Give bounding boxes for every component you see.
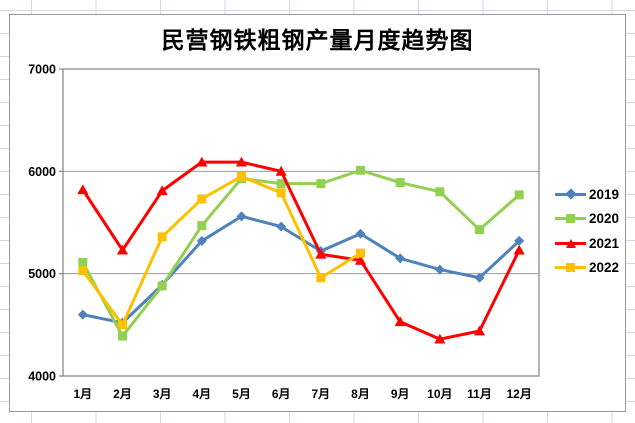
marker-triangle-2021 [235,156,248,167]
legend-item-2019[interactable]: 2019 [555,182,619,207]
marker-square-2022 [157,232,167,242]
legend-item-2022[interactable]: 2022 [555,256,619,281]
marker-diamond-2019 [196,235,207,246]
marker-square-2020 [78,257,88,267]
marker-square-2022 [276,188,286,198]
marker-triangle-2021 [315,248,327,259]
legend-label-2020: 2020 [589,211,620,227]
marker-diamond-2019 [236,211,247,222]
marker-square-2020 [276,179,286,189]
x-axis-label-2: 2月 [113,387,132,401]
marker-triangle-2021 [116,244,129,255]
marker-square-2020 [197,221,207,231]
marker-square-2020 [356,165,365,175]
marker-diamond-2019 [395,253,406,264]
marker-triangle-2021 [156,185,168,196]
marker-diamond-2019 [474,272,485,283]
x-axis-label-11: 11月 [467,387,492,401]
marker-triangle-2021 [275,165,287,176]
series-line-2022[interactable] [81,174,362,327]
legend-item-2021[interactable]: 2021 [555,231,619,256]
y-axis-label-7000: 7000 [28,63,56,77]
chart-frame[interactable]: 民营钢铁粗钢产量月度趋势图 4000 5000 6000 7000 1月 2月 3月 4月 5月… [9,14,626,412]
y-axis-label-5000: 5000 [28,267,56,281]
marker-square-2020 [395,178,405,188]
marker-triangle-2021 [394,316,406,327]
y-axis-label-6000: 6000 [28,165,56,179]
marker-triangle-2021 [513,244,525,255]
marker-square-2022 [118,320,127,330]
x-axis-label-9: 9月 [391,387,410,401]
marker-square-2022 [356,248,365,258]
marker-square-2022 [197,194,207,204]
legend-item-2020[interactable]: 2020 [555,207,619,232]
marker-square-2020 [435,187,445,197]
marker-square-2022 [316,273,326,283]
series-line-2021[interactable] [81,160,521,341]
x-axis-label-7: 7月 [311,387,330,401]
series-line-2020[interactable] [81,168,521,338]
legend-marker-2019-icon [555,188,586,200]
x-axis-label-1: 1月 [73,387,92,401]
legend-marker-2022-icon [555,262,586,274]
marker-triangle-2021 [354,254,367,265]
x-axis-label-6: 6月 [272,387,291,401]
marker-diamond-2019 [77,309,88,320]
x-axis-label-8: 8月 [351,387,370,401]
marker-triangle-2021 [196,156,208,167]
legend-label-2021: 2021 [589,235,620,251]
marker-square-2020 [157,281,167,291]
y-axis-label-4000: 4000 [28,370,56,384]
x-axis-label-3: 3月 [153,387,172,401]
x-axis-label-4: 4月 [192,387,211,401]
x-axis-label-5: 5月 [232,387,251,401]
x-axis-label-12: 12月 [506,387,531,401]
x-axis-label-10: 10月 [427,387,452,401]
marker-square-2020 [514,190,524,200]
marker-square-2022 [237,171,246,181]
marker-triangle-2021 [77,184,89,195]
legend-marker-2021-icon [555,237,586,249]
legend-label-2022: 2022 [589,260,620,276]
marker-square-2020 [316,179,326,189]
marker-diamond-2019 [276,221,287,232]
chart-legend: 2019 2020 2021 2022 [555,182,619,280]
marker-diamond-2019 [514,235,525,246]
series-line-2019[interactable] [81,214,521,325]
marker-diamond-2019 [434,264,445,275]
marker-square-2020 [118,331,127,341]
plot-area-border [62,68,540,377]
legend-label-2019: 2019 [589,186,620,202]
marker-triangle-2021 [473,325,486,336]
marker-diamond-2019 [355,228,366,239]
marker-square-2020 [475,225,484,235]
line-chart-plot[interactable]: 4000 5000 6000 7000 1月 2月 3月 4月 5月 6月 7月 8月 9月 10月 11月… [10,15,625,411]
legend-marker-2020-icon [555,213,586,225]
marker-triangle-2021 [434,333,446,344]
marker-square-2022 [78,266,88,276]
chart-title: 民营钢铁粗钢产量月度趋势图 [161,28,474,53]
